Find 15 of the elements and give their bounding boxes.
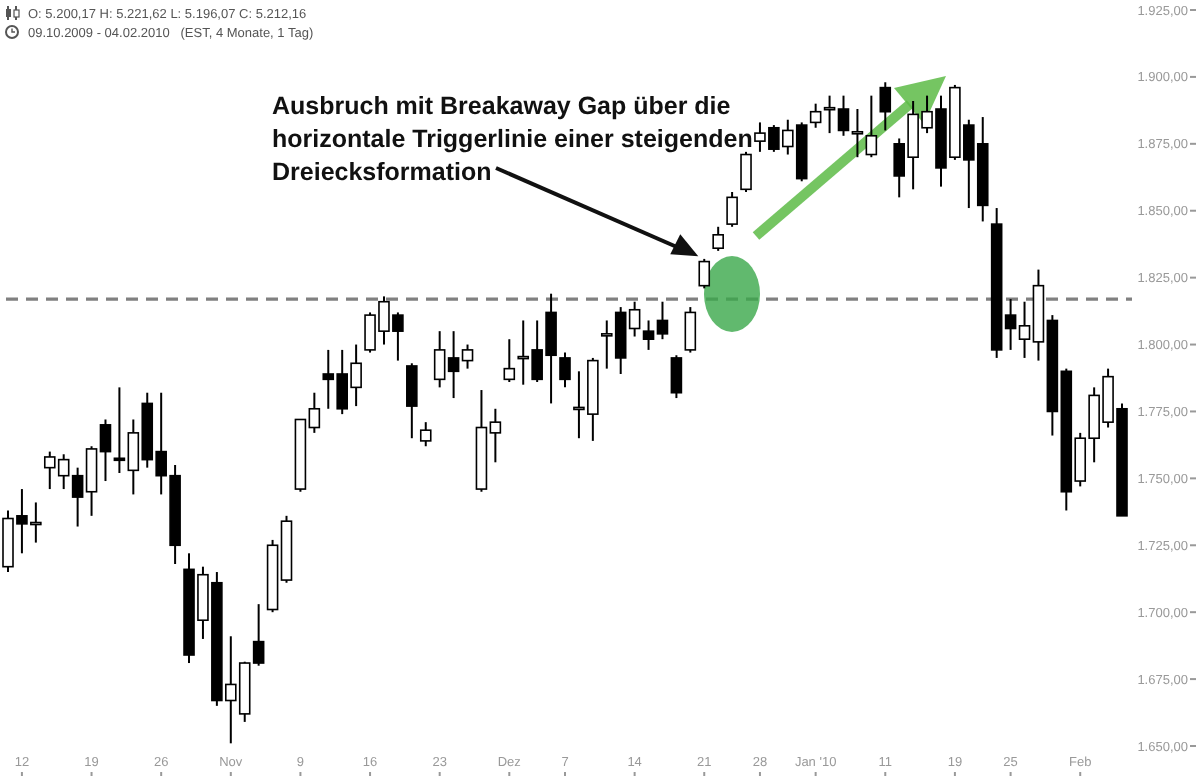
candlestick — [419, 421, 432, 448]
candlestick — [670, 354, 683, 400]
candlestick — [698, 257, 711, 290]
annotation: Ausbruch mit Breakaway Gap über die horizontale Triggerlinie einer steigenden Dreiecksformation — [272, 92, 753, 186]
candlestick — [740, 150, 752, 193]
candlestick — [406, 362, 418, 440]
candlestick — [851, 108, 864, 159]
candlestick — [712, 225, 724, 252]
candlestick — [879, 81, 892, 132]
candlestick — [503, 338, 516, 384]
candlestick — [684, 306, 697, 354]
candlestick — [559, 351, 571, 389]
candlestick — [726, 190, 738, 228]
candlestick — [865, 94, 878, 159]
candlestick — [809, 102, 822, 129]
